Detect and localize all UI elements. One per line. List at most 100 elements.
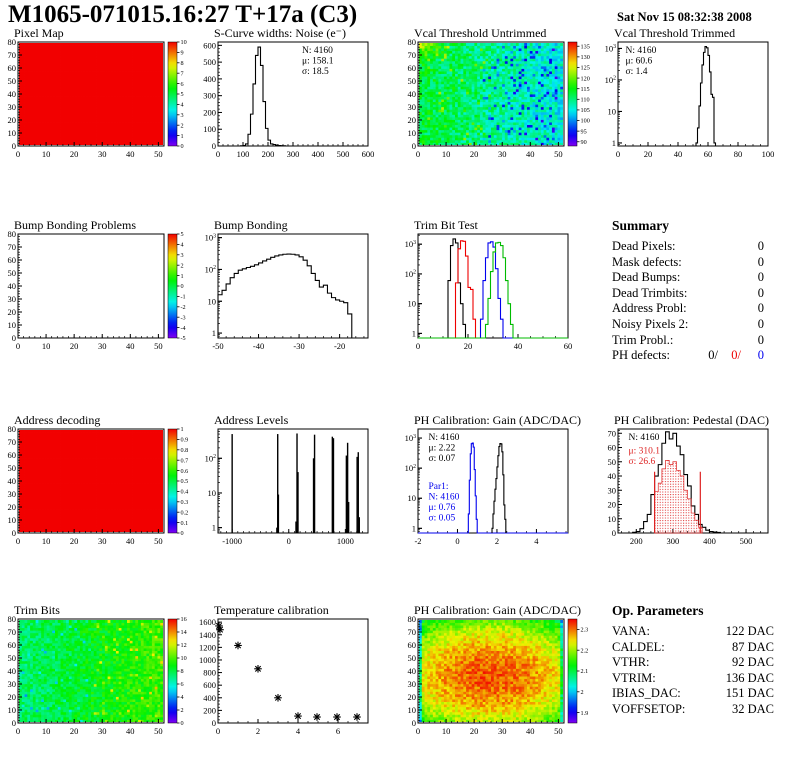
temperature-calibration-svg: 0 2 4 6 0 200 400 600 800 1000 1200 1400 1600 — [199, 617, 369, 736]
svg-text:0: 0 — [181, 143, 184, 150]
svg-text:1200: 1200 — [199, 642, 216, 652]
param-label: IBIAS_DAC: — [612, 686, 681, 701]
plot-title: Vcal Threshold Trimmed — [614, 26, 736, 40]
svg-text:-1000: -1000 — [222, 536, 242, 546]
svg-text:600: 600 — [362, 149, 375, 159]
svg-text:100: 100 — [237, 149, 250, 159]
pixel-map-heatmap — [19, 43, 163, 145]
svg-text:95: 95 — [581, 128, 587, 135]
param-label: CALDEL: — [612, 639, 665, 654]
svg-text:σ: 26.6: σ: 26.6 — [629, 457, 656, 467]
svg-text:0: 0 — [216, 149, 220, 159]
svg-text:-2: -2 — [181, 304, 186, 311]
svg-text:1: 1 — [181, 133, 184, 140]
svg-text:σ: 0.05: σ: 0.05 — [429, 514, 456, 524]
svg-text:120: 120 — [581, 75, 590, 82]
svg-text:μ: 158.1: μ: 158.1 — [302, 57, 334, 67]
svg-text:σ: 18.5: σ: 18.5 — [302, 67, 329, 77]
svg-text:-4: -4 — [181, 325, 186, 332]
ph-gain-map-plot: 0 10 20 30 40 50 0 10 20 30 40 50 60 70 80 1.9 2 2.1 2.2 2.… — [402, 614, 598, 766]
trim-bits-plot: 0 10 20 30 40 50 0 10 20 30 40 50 60 70 80 0 2 4 6 8 10 12 14 1… — [2, 614, 198, 766]
param-row: CALDEL: 87 DAC — [612, 640, 774, 656]
svg-text:80: 80 — [408, 614, 417, 624]
bump-bonding-plot: -50 -40 -30 -20 1 10 102 103 — [202, 231, 398, 381]
svg-text:4: 4 — [181, 102, 184, 109]
svg-text:0: 0 — [16, 726, 20, 736]
param-row: Trim Probl.: 0 — [612, 333, 764, 349]
param-row: Dead Pixels: 0 — [612, 239, 764, 255]
vcal-trimmed-plot: 0 20 40 60 80 100 1 10 102 103 N: 4160 μ: 60.6 σ: 1.… — [602, 39, 796, 189]
svg-text:60: 60 — [408, 63, 417, 73]
svg-text:400: 400 — [703, 536, 716, 546]
pixel-map-plot: 0 10 20 30 40 50 0 10 20 30 40 50 60 70 80 0 1 2 3 4 5 6 7 8 9 10 — [2, 37, 198, 189]
svg-text:0: 0 — [16, 536, 20, 546]
svg-text:10: 10 — [181, 655, 187, 662]
svg-text:2.2: 2.2 — [581, 647, 589, 654]
svg-text:20: 20 — [8, 692, 17, 702]
svg-text:20: 20 — [408, 115, 417, 125]
svg-text:σ: 0.07: σ: 0.07 — [429, 454, 456, 464]
svg-text:0: 0 — [287, 536, 291, 546]
svg-text:30: 30 — [408, 102, 417, 112]
trim-bits-svg: 0 10 20 30 40 50 0 10 20 30 40 50 60 70 80 0 2 4 6 8 10 12 14 1… — [8, 614, 187, 736]
address-decoding-heatmap — [19, 430, 163, 532]
svg-text:50: 50 — [154, 536, 163, 546]
svg-text:103: 103 — [205, 233, 217, 243]
svg-text:50: 50 — [8, 76, 17, 86]
svg-text:70: 70 — [8, 627, 17, 637]
svg-text:90: 90 — [581, 139, 587, 146]
param-row: PH defects: 0/0/0 — [612, 348, 764, 364]
param-label: VTRIM: — [612, 670, 656, 685]
param-value: 0 — [757, 285, 764, 300]
plot-trim-bit-test: Trim Bit Test 0 20 40 60 1 10 102 103 — [402, 218, 598, 388]
svg-text:0.5: 0.5 — [181, 478, 189, 485]
svg-text:40: 40 — [8, 89, 17, 99]
svg-text:400: 400 — [203, 693, 216, 703]
plot-vcal-untrimmed: Vcal Threshold Untrimmed 0 10 20 30 40 50 0 10 2… — [402, 26, 598, 196]
svg-text:110: 110 — [581, 97, 590, 104]
svg-text:10: 10 — [442, 726, 451, 736]
svg-text:μ: 310.1: μ: 310.1 — [629, 447, 661, 457]
plot-title: Trim Bit Test — [414, 218, 478, 232]
svg-text:0: 0 — [612, 528, 616, 538]
svg-text:60: 60 — [8, 63, 17, 73]
svg-text:0: 0 — [412, 141, 416, 151]
param-row: Dead Bumps: 0 — [612, 270, 764, 286]
param-value: 32 DAC — [731, 701, 774, 716]
svg-text:2: 2 — [181, 122, 184, 129]
svg-text:20: 20 — [70, 341, 79, 351]
svg-text:0.6: 0.6 — [181, 468, 189, 475]
svg-text:70: 70 — [608, 428, 617, 438]
svg-text:6: 6 — [336, 726, 340, 736]
svg-text:60: 60 — [564, 341, 573, 351]
svg-text:5: 5 — [181, 91, 184, 98]
svg-text:20: 20 — [470, 726, 479, 736]
svg-text:10: 10 — [8, 128, 17, 138]
plot-trim-bits: Trim Bits 0 10 20 30 40 50 0 10 20 30 40 50 60 70 80 0 2… — [2, 603, 198, 772]
svg-text:200: 200 — [203, 107, 216, 117]
svg-text:0: 0 — [12, 718, 16, 728]
param-value: 0 — [757, 348, 764, 363]
trim-bits-heatmap — [19, 620, 163, 722]
svg-text:40: 40 — [526, 149, 535, 159]
svg-text:-3: -3 — [181, 314, 186, 321]
summary-panel: Summary Dead Pixels: 0 Mask defects: 0 Dead … — [602, 218, 796, 388]
svg-text:40: 40 — [126, 149, 135, 159]
scurve-noise-svg: 0 100 200 300 400 500 600 0 100 200 300 400 500 600 N:… — [203, 40, 375, 159]
svg-text:N: 4160: N: 4160 — [629, 433, 660, 443]
svg-text:0: 0 — [212, 718, 216, 728]
param-value: 0/ — [708, 348, 718, 363]
svg-text:6: 6 — [181, 81, 184, 88]
param-row: Mask defects: 0 — [612, 255, 764, 271]
svg-text:1000: 1000 — [199, 655, 216, 665]
svg-text:1400: 1400 — [199, 630, 216, 640]
svg-text:14: 14 — [181, 629, 187, 636]
svg-text:4: 4 — [296, 726, 301, 736]
plot-bump-bonding-problems: Bump Bonding Problems 0 10 20 30 40 50 0 10 20 30… — [2, 218, 198, 388]
page-title: M1065-071015.16:27 T+17a (C3) — [8, 1, 358, 28]
svg-text:N: 4160: N: 4160 — [302, 46, 333, 56]
svg-text:100: 100 — [762, 149, 775, 159]
svg-text:103: 103 — [605, 43, 617, 53]
svg-text:1: 1 — [412, 328, 416, 338]
param-label: Dead Trimbits: — [612, 285, 688, 300]
